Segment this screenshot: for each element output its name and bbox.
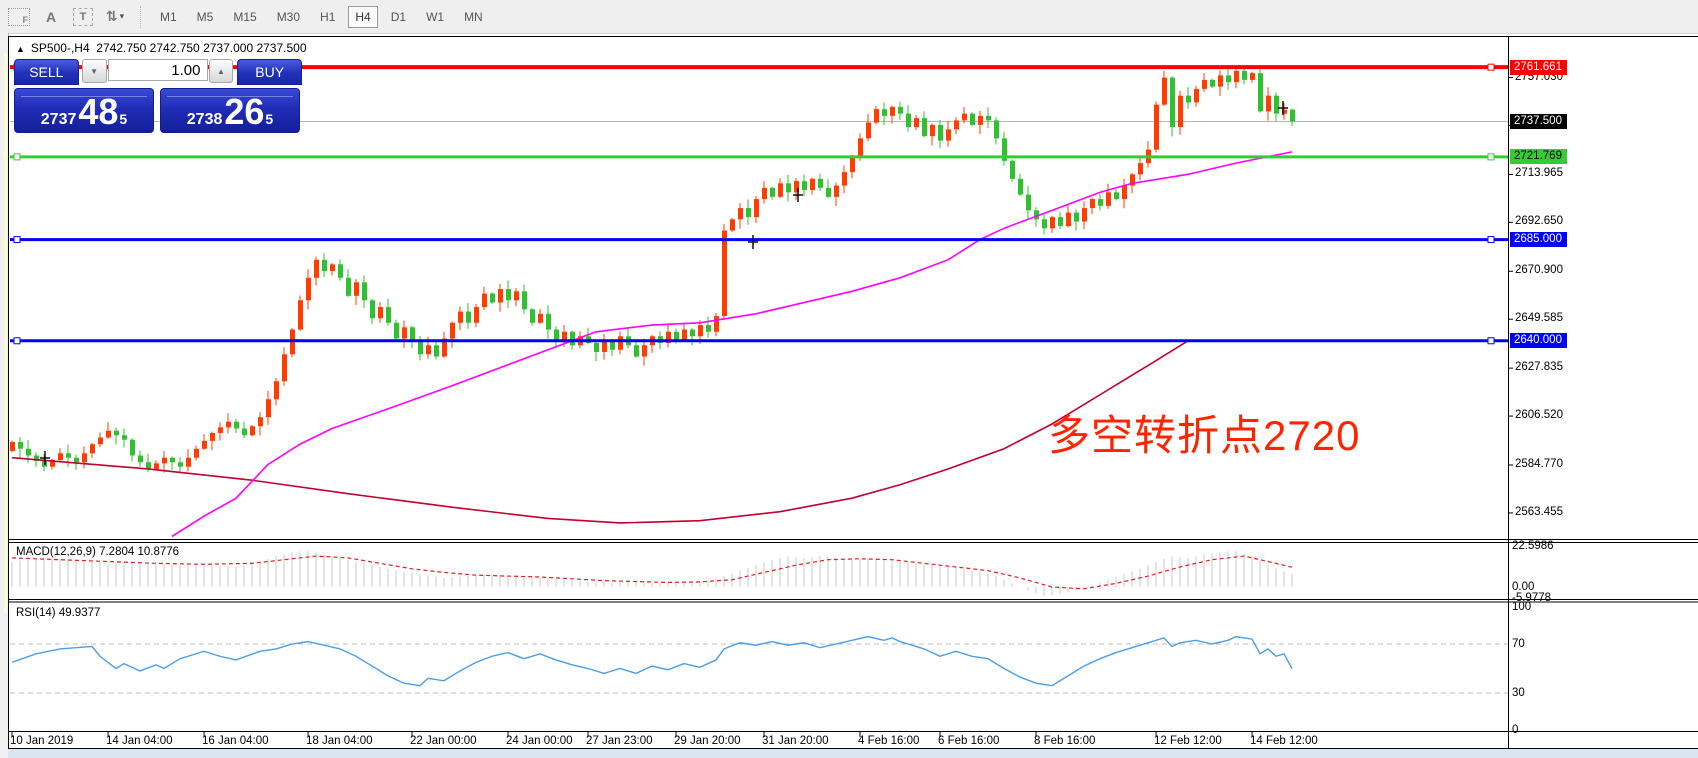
price-badge: 2721.769 [1510,149,1567,165]
time-axis-label: 24 Jan 00:00 [506,735,573,747]
sell-price-main: 48 [78,91,119,133]
hline-anchor[interactable] [1487,236,1495,244]
time-axis-label: 6 Feb 16:00 [938,735,1000,747]
arrange-windows-icon[interactable]: ⇅ ▾ [105,8,125,24]
time-axis-label: 31 Jan 20:00 [762,735,829,747]
time-axis-label: 14 Feb 12:00 [1250,735,1318,747]
macd-panel[interactable] [11,550,1293,597]
sell-price-display[interactable]: 2737 48 5 [14,88,154,133]
time-axis-label: 12 Feb 12:00 [1154,735,1222,747]
rsi-scale-tick: 30 [1512,687,1525,700]
volume-decrease-button[interactable]: ▼ [81,59,107,83]
timeframe-button-mn[interactable]: MN [464,9,483,24]
time-axis-label: 27 Jan 23:00 [586,735,653,747]
timeframe-group: M1 M5 M15 M30 H1 H4 D1 W1 MN [150,5,493,28]
macd-label: MACD(12,26,9) 7.2804 10.8776 [16,546,180,558]
hline-anchor[interactable] [13,153,21,161]
timeframe-button-m1[interactable]: M1 [160,9,177,24]
timeframe-button-m15[interactable]: M15 [233,9,257,24]
chart-ohlc-header: ▲ SP500-,H4 2742.750 2742.750 2737.000 27… [16,41,307,55]
chart-window[interactable] [8,36,1698,749]
hline-anchor[interactable] [13,236,21,244]
time-axis-label: 29 Jan 20:00 [674,735,741,747]
sell-button[interactable]: SELL [14,59,79,85]
price-badge: 2685.000 [1510,232,1567,248]
timeframe-button-m5[interactable]: M5 [196,9,214,24]
price-axis-tick: 2713.965 [1515,167,1563,180]
timeframe-button-w1[interactable]: W1 [426,9,445,24]
macd-scale-tick: -5.9778 [1512,591,1552,604]
text-label-icon[interactable]: A [45,8,57,25]
price-axis-tick: 2606.520 [1515,409,1563,422]
toolbar-separator [140,5,142,28]
price-badge: 2761.661 [1510,59,1567,75]
timeframe-button-h4[interactable]: H4 [348,5,378,28]
toolbar: F A T ⇅ ▾ M1 M5 M15 M30 H1 H4 D1 W1 MN [0,0,1698,34]
price-axis-tick: 2563.455 [1515,505,1563,518]
timeframe-button-d1[interactable]: D1 [390,9,407,24]
price-axis-tick: 2670.900 [1515,264,1563,277]
time-axis-label: 18 Jan 04:00 [306,735,373,747]
indicator-grid-icon[interactable]: F [6,5,32,29]
chevron-down-icon: ▾ [119,11,125,21]
price-axis-tick: 2584.770 [1515,457,1563,470]
time-axis-label: 10 Jan 2019 [10,735,74,747]
macd-scale-tick: 22.5986 [1512,539,1554,552]
buy-button[interactable]: BUY [237,59,302,85]
chart-text-annotation[interactable]: 多空转折点2720 [1048,412,1361,459]
hline-anchor[interactable] [1487,153,1495,161]
price-panel[interactable] [10,63,1508,538]
buy-price-prefix: 2738 [186,111,223,128]
sell-price-prefix: 2737 [40,111,77,128]
timeframe-button-m30[interactable]: M30 [276,9,301,24]
time-axis-label: 14 Jan 04:00 [106,735,173,747]
price-axis-tick: 2649.585 [1515,312,1563,325]
rsi-label: RSI(14) 49.9377 [16,607,101,619]
hline-anchor[interactable] [1487,337,1495,345]
price-axis-tick: 2627.835 [1515,361,1563,374]
sell-price-sup: 5 [119,111,128,127]
rsi-scale-tick: 100 [1512,601,1532,614]
time-axis-label: 22 Jan 00:00 [410,735,477,747]
symbol-period-label: SP500-,H4 [30,41,90,55]
buy-price-sup: 5 [265,111,274,127]
collapse-icon[interactable]: ▲ [16,44,25,54]
time-axis-label: 4 Feb 16:00 [858,735,920,747]
price-badge: 2737.500 [1510,114,1567,129]
time-axis-label: 16 Jan 04:00 [202,735,269,747]
timeframe-button-h1[interactable]: H1 [320,9,336,24]
rsi-panel[interactable] [10,635,1508,694]
price-axis-tick: 2692.650 [1515,215,1563,228]
volume-increase-button[interactable]: ▲ [208,59,234,83]
price-badge: 2640.000 [1510,333,1567,349]
buy-price-display[interactable]: 2738 26 5 [160,88,300,133]
time-axis-label: 8 Feb 16:00 [1034,735,1096,747]
status-strip [8,749,1698,758]
text-box-icon[interactable]: T [70,5,96,29]
rsi-scale-tick: 0 [1512,723,1519,736]
hline-anchor[interactable] [13,337,21,345]
volume-input[interactable] [107,59,208,81]
buy-price-main: 26 [224,91,265,133]
macd-scale-tick: 0.00 [1512,581,1535,593]
hline-anchor[interactable] [1487,63,1495,71]
ohlc-values: 2742.750 2742.750 2737.000 2737.500 [96,41,307,55]
rsi-scale-tick: 70 [1512,638,1525,650]
